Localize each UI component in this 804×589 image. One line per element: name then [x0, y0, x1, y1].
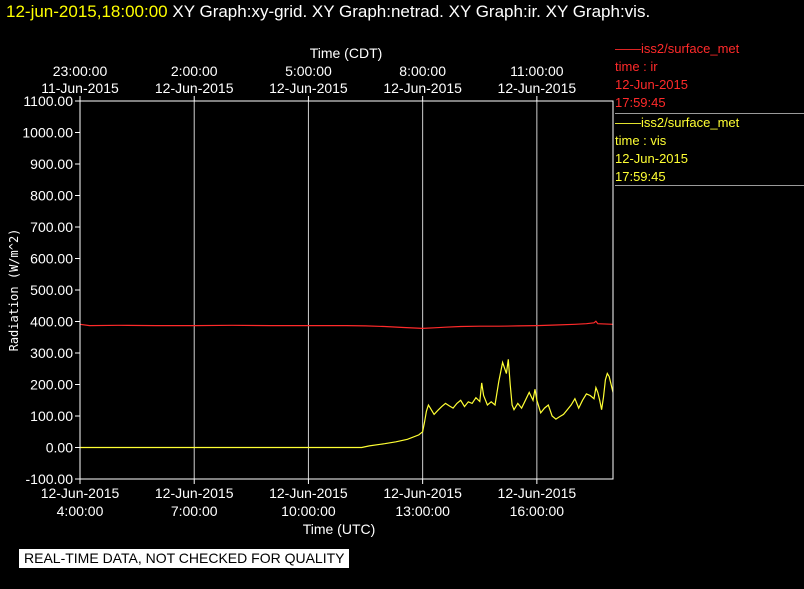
- series-line-ir: [79, 320, 614, 330]
- title-bar: 12-jun-2015,18:00:00 XY Graph:xy-grid. X…: [6, 2, 650, 22]
- x-tick-label-top-date: 12-Jun-2015: [269, 80, 348, 96]
- y-tick-label: 300.00: [30, 345, 73, 361]
- x-tick-label-top-time: 23:00:00: [53, 63, 108, 79]
- y-tick-label: 1000.00: [22, 125, 73, 141]
- x-tick-label-top-date: 11-Jun-2015: [41, 80, 119, 96]
- series-line-vis: [80, 359, 614, 449]
- x-tick-label-top-time: 11:00:00: [510, 63, 564, 79]
- x-tick-label-bottom-date: 12-Jun-2015: [269, 485, 348, 501]
- legend-ir-var: time : ir: [615, 59, 658, 74]
- y-tick-label: 1100.00: [23, 93, 73, 109]
- legend-vis: ——iss2/surface_met time : vis 12-Jun-201…: [615, 114, 804, 186]
- y-tick-label: 0.00: [46, 440, 73, 456]
- legend-divider: [615, 113, 804, 114]
- quality-notice: REAL-TIME DATA, NOT CHECKED FOR QUALITY: [19, 549, 350, 568]
- x-tick-label-top-date: 12-Jun-2015: [383, 80, 462, 96]
- legend-ir-date: 12-Jun-2015: [615, 77, 688, 92]
- legend-divider: [615, 185, 804, 186]
- y-tick-label: 100.00: [30, 408, 73, 424]
- y-tick-label: 600.00: [30, 251, 73, 267]
- legend-ir-time: 17:59:45: [615, 95, 666, 110]
- y-axis-label: Radiation (W/m^2): [7, 229, 21, 352]
- title-graph-list: XY Graph:xy-grid. XY Graph:netrad. XY Gr…: [172, 2, 651, 21]
- plot-frame: [79, 100, 614, 480]
- x-tick-label-top-time: 2:00:00: [171, 63, 218, 79]
- x-tick-label-bottom-date: 12-Jun-2015: [155, 485, 234, 501]
- x-tick-label-top-date: 12-Jun-2015: [498, 80, 577, 96]
- title-timestamp: 12-jun-2015,18:00:00: [6, 2, 168, 21]
- series-layer: [79, 320, 614, 449]
- legend-ir-series: ——iss2/surface_met: [615, 41, 740, 56]
- y-tick-label: 500.00: [30, 282, 73, 298]
- x-tick-label-bottom-time: 7:00:00: [171, 503, 218, 519]
- legend-vis-time: 17:59:45: [615, 169, 666, 184]
- x-tick-label-bottom-date: 12-Jun-2015: [41, 485, 120, 501]
- y-tick-label: 200.00: [30, 377, 73, 393]
- legend-vis-series: ——iss2/surface_met: [615, 115, 740, 130]
- x-tick-label-bottom-time: 4:00:00: [57, 503, 104, 519]
- legend-vis-date: 12-Jun-2015: [615, 151, 688, 166]
- y-tick-label: 700.00: [30, 219, 73, 235]
- y-tick-label: 900.00: [30, 156, 73, 172]
- y-tick-label: 800.00: [30, 188, 73, 204]
- x-tick-label-top-time: 8:00:00: [399, 63, 446, 79]
- legend-ir: ——iss2/surface_met time : ir 12-Jun-2015…: [615, 40, 804, 114]
- x-tick-label-bottom-date: 12-Jun-2015: [383, 485, 462, 501]
- x-axis-label-bottom: Time (UTC): [303, 521, 376, 537]
- x-tick-label-top-date: 12-Jun-2015: [155, 80, 234, 96]
- grid-lines: [193, 101, 538, 479]
- legend-vis-var: time : vis: [615, 133, 667, 148]
- x-axis-label-top: Time (CDT): [310, 45, 383, 61]
- x-tick-label-bottom-time: 13:00:00: [395, 503, 450, 519]
- x-tick-label-bottom-date: 12-Jun-2015: [498, 485, 577, 501]
- y-tick-label: 400.00: [30, 314, 73, 330]
- x-tick-label-bottom-time: 10:00:00: [281, 503, 336, 519]
- y-tick-label: -100.00: [26, 471, 74, 487]
- x-tick-label-top-time: 5:00:00: [285, 63, 332, 79]
- x-tick-label-bottom-time: 16:00:00: [510, 503, 565, 519]
